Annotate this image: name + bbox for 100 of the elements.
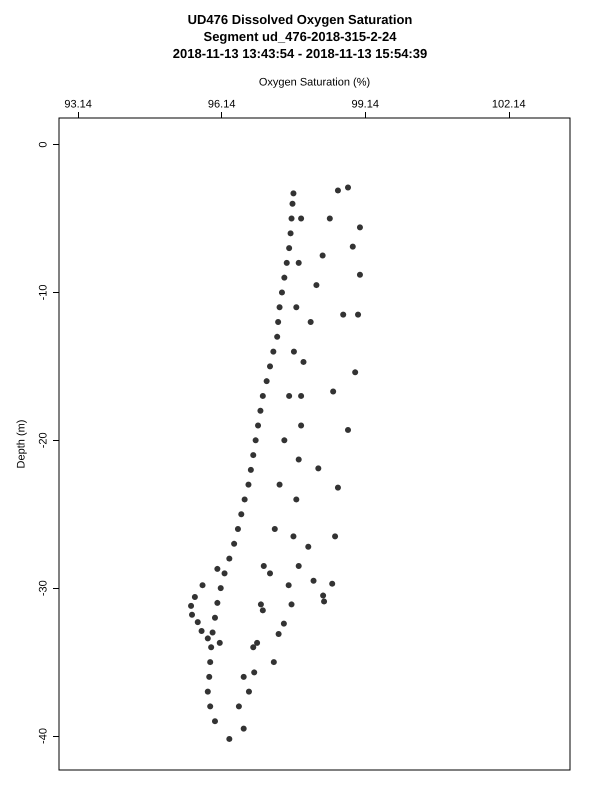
point [286, 392, 292, 399]
point [240, 674, 247, 680]
point [286, 582, 292, 588]
x-tick-label: 102.14 [492, 98, 526, 110]
point [330, 388, 336, 395]
point [254, 640, 260, 646]
point [212, 614, 218, 621]
point [236, 703, 242, 710]
point [275, 319, 282, 326]
point [257, 408, 264, 414]
point [298, 392, 304, 399]
point [281, 437, 288, 444]
point [320, 592, 326, 599]
point [207, 703, 214, 710]
point [315, 465, 322, 472]
point [264, 378, 270, 384]
point [280, 620, 287, 627]
point [200, 582, 206, 588]
point [308, 319, 314, 326]
point [296, 260, 302, 266]
point [326, 216, 333, 222]
y-tick-label: -30 [38, 580, 50, 596]
point [298, 422, 304, 429]
point [238, 511, 244, 518]
point [210, 630, 216, 636]
point [251, 669, 258, 676]
point [260, 562, 267, 569]
point [278, 289, 285, 296]
point [298, 216, 304, 222]
point [260, 392, 266, 399]
point [276, 482, 283, 488]
point [276, 630, 282, 637]
point [270, 659, 277, 666]
point [214, 600, 220, 606]
point [267, 363, 274, 370]
point [334, 187, 341, 194]
point [208, 644, 214, 650]
point [231, 540, 238, 547]
chart-title: UD476 Dissolved Oxygen Saturation [188, 12, 412, 27]
y-tick-label: 0 [38, 142, 50, 148]
y-axis-title: Depth (m) [16, 420, 28, 468]
point [252, 437, 259, 444]
point [189, 612, 196, 618]
point [240, 726, 247, 732]
point [296, 562, 302, 569]
point [255, 422, 262, 429]
point [226, 736, 232, 742]
point [272, 526, 278, 532]
point [293, 304, 300, 310]
point [222, 570, 228, 576]
point [334, 484, 341, 491]
point [242, 496, 248, 502]
point [290, 190, 296, 196]
point [288, 230, 294, 236]
point [340, 312, 346, 318]
point [321, 598, 328, 604]
x-tick-label: 96.14 [208, 98, 236, 110]
point [352, 369, 358, 376]
point [206, 674, 212, 680]
point [329, 580, 336, 587]
point [284, 260, 290, 266]
y-tick-label: -10 [38, 284, 50, 300]
point [226, 556, 232, 562]
point [305, 544, 312, 550]
x-tick-label: 93.14 [64, 98, 92, 110]
point [188, 602, 194, 609]
point [218, 585, 224, 592]
point [332, 533, 338, 540]
point [296, 456, 302, 463]
chart-subtitle: Segment ud_476-2018-315-2-24 2018-11-13 13:43:54 - 2018-11-13 15:54:39 [172, 29, 428, 61]
point [313, 282, 320, 288]
point [320, 252, 326, 258]
point [258, 601, 264, 608]
x-tick-label: 99.14 [351, 98, 379, 110]
point [192, 594, 198, 600]
point [267, 570, 274, 576]
point [345, 426, 351, 433]
point [214, 566, 220, 572]
point [355, 312, 362, 318]
point [248, 466, 254, 473]
point [290, 533, 296, 540]
point [204, 688, 211, 695]
point [276, 304, 283, 310]
point [216, 640, 223, 646]
point [246, 688, 252, 695]
point [350, 244, 356, 250]
y-tick-label: -40 [38, 728, 50, 744]
point [245, 482, 252, 488]
point [212, 718, 218, 724]
point [250, 644, 256, 650]
point [207, 659, 214, 666]
point [310, 578, 317, 584]
point [234, 526, 241, 532]
point [270, 348, 276, 355]
point [260, 607, 266, 614]
point [290, 348, 297, 355]
point [194, 619, 201, 626]
point [250, 452, 256, 458]
point [274, 334, 280, 340]
point [204, 635, 211, 642]
